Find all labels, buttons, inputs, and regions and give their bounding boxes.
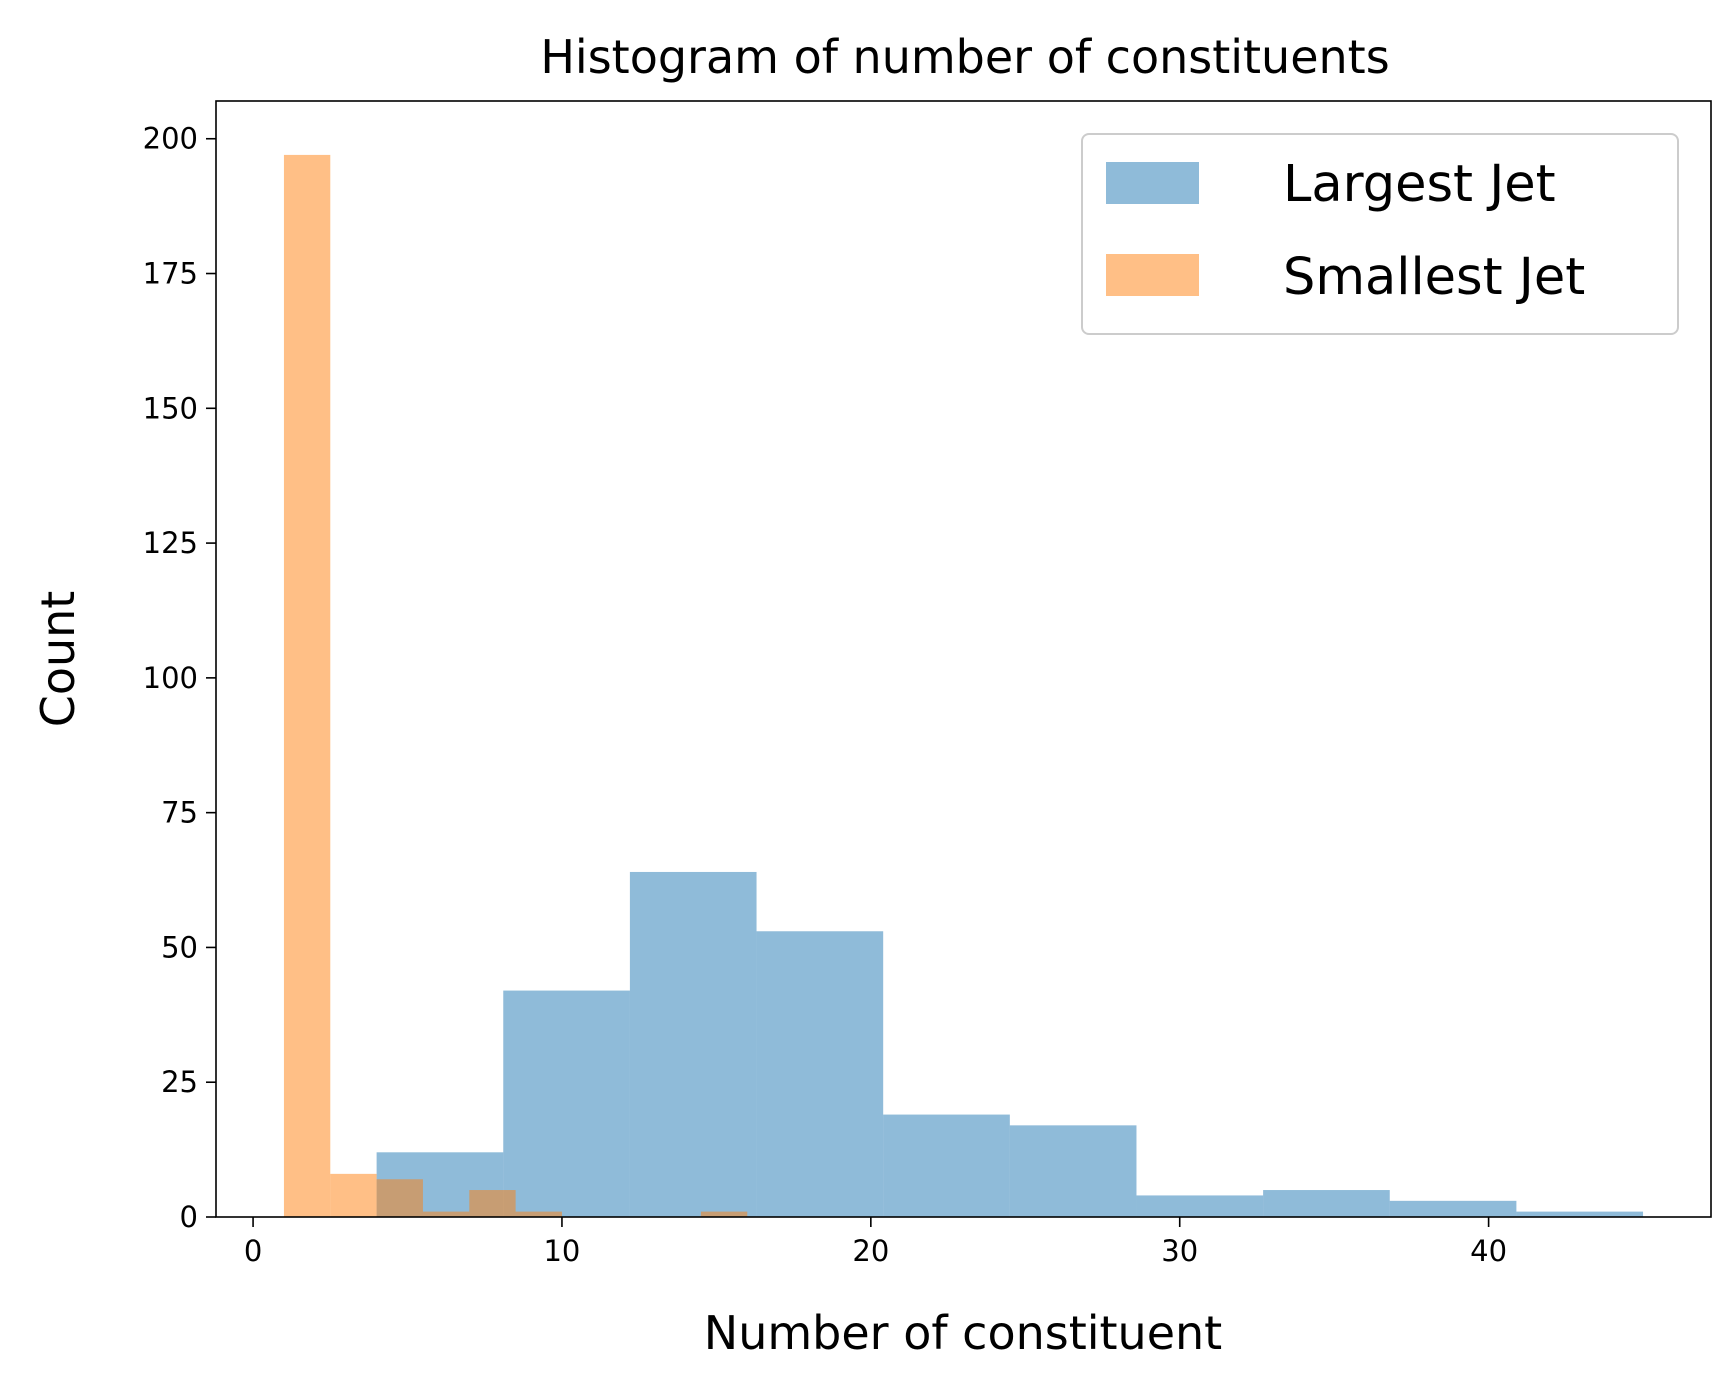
bar-largest-jet-8	[1389, 1200, 1517, 1217]
bar-smallest-jet-9	[700, 1211, 748, 1217]
bar-largest-jet-1	[503, 990, 630, 1217]
bar-smallest-jet-5	[515, 1211, 562, 1217]
bar-largest-jet-2	[629, 871, 757, 1217]
y-tick-label-100: 100	[143, 661, 198, 695]
bar-smallest-jet-4	[469, 1190, 516, 1217]
x-tick-label-40: 40	[1470, 1234, 1507, 1268]
bar-smallest-jet-0	[283, 154, 331, 1217]
bar-smallest-jet-1	[330, 1173, 377, 1217]
legend-swatch-largest-jet	[1106, 162, 1199, 204]
bar-smallest-jet-2	[376, 1179, 423, 1217]
series-largest-jet-bars	[376, 871, 1644, 1217]
legend: Largest Jet Smallest Jet	[1081, 133, 1679, 335]
x-tick-label-30: 30	[1161, 1234, 1198, 1268]
x-tick-label-0: 0	[244, 1234, 262, 1268]
legend-label-largest-jet: Largest Jet	[1283, 155, 1556, 214]
y-tick-label-200: 200	[143, 122, 198, 156]
bar-largest-jet-6	[1136, 1195, 1264, 1217]
legend-swatch-smallest-jet	[1106, 254, 1199, 296]
y-tick-label-50: 50	[161, 930, 198, 964]
y-axis: 0 25 50 75 100 125 150 175 200	[143, 122, 216, 1234]
x-tick-label-10: 10	[543, 1234, 580, 1268]
y-tick-label-75: 75	[161, 796, 198, 830]
y-tick-label-150: 150	[143, 391, 198, 425]
x-tick-label-20: 20	[852, 1234, 889, 1268]
chart-title: Histogram of number of constituents	[540, 30, 1389, 84]
y-axis-label: Count	[31, 591, 85, 728]
y-tick-label-25: 25	[161, 1065, 198, 1099]
legend-frame	[1081, 133, 1679, 335]
bar-largest-jet-9	[1516, 1211, 1644, 1217]
y-tick-label-125: 125	[143, 526, 198, 560]
y-tick-label-0: 0	[180, 1200, 198, 1234]
bar-largest-jet-4	[883, 1114, 1010, 1217]
legend-label-smallest-jet: Smallest Jet	[1283, 248, 1585, 307]
bar-smallest-jet-3	[422, 1211, 470, 1217]
axes-frame	[215, 100, 1712, 1218]
bar-largest-jet-7	[1263, 1190, 1390, 1217]
series-smallest-jet-bars	[283, 154, 748, 1217]
bar-largest-jet-3	[756, 931, 884, 1217]
bar-largest-jet-5	[1009, 1125, 1137, 1217]
x-axis-label: Number of constituent	[704, 1306, 1222, 1360]
y-tick-label-175: 175	[143, 257, 198, 291]
x-axis: 0 10 20 30 40	[244, 1217, 1507, 1268]
